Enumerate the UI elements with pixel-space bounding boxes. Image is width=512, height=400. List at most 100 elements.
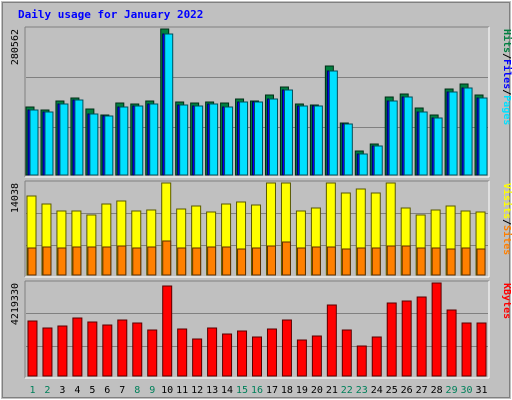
panel-hits: 280562 Hits/Files/Pages [10,26,512,178]
bar-sites-day-22 [341,248,351,276]
bar-kbytes-day-6 [102,324,113,377]
x-tick-label: 14 [221,385,233,396]
bar-sites-day-1 [27,247,37,276]
legend-segment: / [501,89,512,95]
legend-segment: / [501,219,512,225]
series-legend-label: Visits/Sites [501,183,512,255]
bar-kbytes-day-30 [461,322,472,377]
bar-sites-day-2 [42,246,52,276]
legend-segment: Hits [501,29,512,53]
series-pages [29,33,488,176]
bar-sites-day-25 [386,245,396,276]
bar-sites-day-26 [401,245,411,276]
bar-kbytes-day-27 [416,296,427,377]
x-tick-label: 7 [119,385,125,396]
legend-segment: / [501,53,512,59]
x-tick-label: 23 [356,385,368,396]
bar-sites-day-10 [162,240,172,276]
bar-kbytes-day-19 [296,339,307,377]
bar-pages-day-9 [149,103,159,176]
x-tick-label: 13 [206,385,218,396]
bar-pages-day-8 [134,105,144,176]
bar-kbytes-day-16 [252,336,262,377]
bar-sites-day-31 [476,248,486,276]
bar-pages-day-30 [463,87,473,176]
bar-kbytes-day-1 [27,320,38,377]
bar-sites-day-5 [87,246,97,276]
bar-pages-day-15 [239,101,249,176]
x-tick-label: 27 [416,385,428,396]
y-max-label: 280562 [10,29,21,65]
x-tick-label: 30 [461,385,473,396]
x-tick-label: 10 [161,385,173,396]
x-tick-label: 2 [44,385,50,396]
bar-sites-day-14 [222,246,232,276]
bar-pages-day-1 [29,109,39,176]
x-tick-label: 4 [74,385,80,396]
bar-pages-day-27 [418,111,428,176]
bar-sites-day-29 [446,248,456,276]
x-tick-label: 8 [134,385,140,396]
bar-kbytes-day-3 [57,325,68,377]
bar-sites-day-17 [266,245,276,276]
x-tick-label: 16 [251,385,263,396]
bar-pages-day-22 [343,123,353,176]
bar-kbytes-day-31 [476,322,487,377]
x-tick-label: 19 [296,385,308,396]
bar-pages-day-28 [433,117,443,176]
x-tick-labels: 1 2 3 4 5 6 7 8 9 10 11 12 13 14 15 16 17 18 19 20 21 22 23 24 2… [29,385,487,396]
bar-kbytes-day-24 [371,336,382,377]
series-legend-label: Hits/Files/Pages [501,29,512,125]
bar-kbytes-day-12 [192,338,203,377]
series-sites [27,240,486,276]
bar-kbytes-day-4 [72,317,83,377]
bar-sites-day-6 [102,246,112,276]
bar-sites-day-9 [147,246,157,276]
bar-kbytes-day-9 [147,329,158,377]
bar-kbytes-day-14 [222,333,233,377]
x-tick-label: 11 [176,385,188,396]
bar-sites-day-12 [192,247,202,276]
bar-pages-day-19 [298,105,308,176]
legend-segment: Pages [501,95,512,125]
bar-kbytes-day-20 [311,335,322,377]
x-tick-label: 9 [149,385,155,396]
bar-pages-day-31 [478,97,488,176]
bar-sites-day-30 [461,247,471,276]
x-tick-label: 29 [446,385,458,396]
bar-pages-day-3 [59,103,69,176]
bar-sites-day-21 [326,246,336,276]
x-tick-label: 24 [371,385,383,396]
bar-pages-day-12 [194,105,204,176]
legend-segment: KBytes [501,283,512,319]
legend-segment: Sites [501,225,512,255]
x-tick-label: 25 [386,385,398,396]
x-tick-label: 31 [475,385,487,396]
bar-sites-day-24 [371,247,381,276]
x-tick-label: 20 [311,385,323,396]
bar-sites-day-4 [72,246,82,276]
bar-pages-day-13 [209,103,219,176]
bar-sites-day-3 [57,247,67,276]
bar-kbytes-day-26 [401,300,412,377]
bar-pages-day-4 [74,99,84,176]
bar-pages-day-26 [403,96,413,176]
series-kbytes [27,282,487,377]
bar-pages-day-18 [283,89,293,176]
bar-pages-day-25 [388,100,398,176]
bar-kbytes-day-13 [207,327,218,377]
bar-pages-day-17 [268,98,278,176]
legend-segment: Files [501,59,512,89]
bar-pages-day-23 [358,153,368,176]
bar-kbytes-day-15 [237,330,248,377]
bar-sites-day-7 [117,245,127,276]
bar-kbytes-day-7 [117,319,128,377]
bar-sites-day-18 [281,241,291,276]
bar-pages-day-11 [179,104,189,176]
bar-kbytes-day-22 [341,329,352,377]
bar-kbytes-day-5 [87,321,98,377]
bar-pages-day-10 [164,33,174,176]
x-tick-label: 21 [326,385,338,396]
